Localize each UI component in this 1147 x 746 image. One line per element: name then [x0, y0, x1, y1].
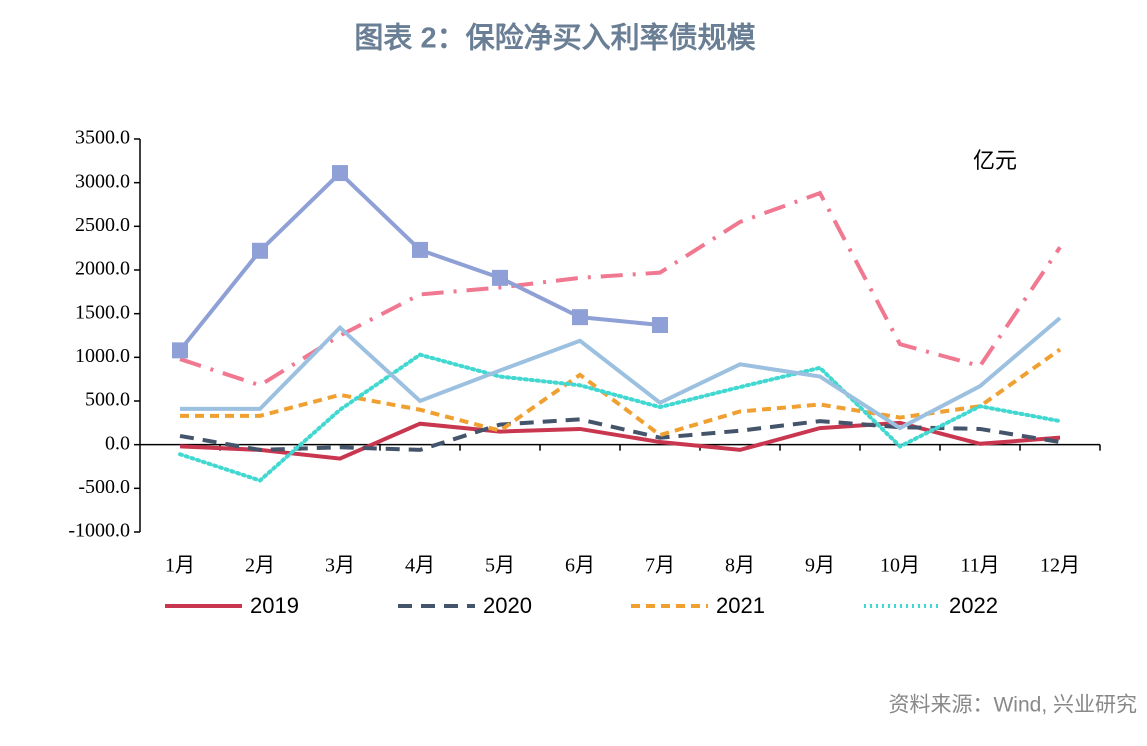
- x-tick-label: 11月: [960, 555, 999, 577]
- chart-title: 图表 2：保险净买入利率债规模: [354, 21, 756, 55]
- series-line: [179, 417, 1061, 452]
- y-tick-label: 2500.0: [75, 214, 130, 236]
- x-tick-label: 1月: [165, 555, 195, 577]
- x-tick-label: 3月: [325, 555, 355, 577]
- x-tick-label: 8月: [725, 555, 755, 577]
- marker: [572, 309, 588, 326]
- x-tick-label: 5月: [485, 555, 515, 577]
- series-line: [178, 352, 1062, 483]
- legend-label: 2020: [483, 593, 532, 618]
- y-tick-label: -1000.0: [68, 520, 130, 542]
- legend-label: 2019: [250, 593, 299, 618]
- legend-label: 2021: [716, 593, 765, 618]
- y-tick-label: 2000.0: [75, 258, 130, 280]
- x-tick-label: 7月: [645, 555, 675, 577]
- marker: [652, 317, 668, 334]
- x-tick-label: 6月: [565, 555, 595, 577]
- marker: [332, 165, 348, 182]
- source: 资料来源：Wind, 兴业研究: [888, 694, 1137, 717]
- x-tick-label: 10月: [880, 555, 920, 577]
- x-tick-label: 2月: [245, 555, 275, 577]
- unit-label: 亿元: [973, 148, 1017, 173]
- marker: [492, 269, 508, 286]
- marker: [172, 342, 188, 359]
- y-tick-label: -500.0: [78, 476, 130, 498]
- marker: [412, 241, 428, 258]
- series-line: [179, 190, 1062, 388]
- y-tick-label: 3500.0: [75, 127, 130, 149]
- y-tick-label: 1000.0: [75, 345, 130, 367]
- series-line: [180, 347, 1062, 438]
- y-tick-label: 1500.0: [75, 301, 130, 323]
- series-line: [180, 316, 1062, 431]
- marker: [252, 242, 268, 259]
- x-tick-label: 9月: [805, 555, 835, 577]
- y-tick-label: 500.0: [85, 389, 130, 411]
- y-tick-label: 0.0: [105, 432, 130, 454]
- legend-label: 2022: [949, 593, 998, 618]
- y-tick-label: 3000.0: [75, 170, 130, 192]
- x-tick-label: 12月: [1040, 555, 1080, 577]
- x-tick-label: 4月: [405, 555, 435, 577]
